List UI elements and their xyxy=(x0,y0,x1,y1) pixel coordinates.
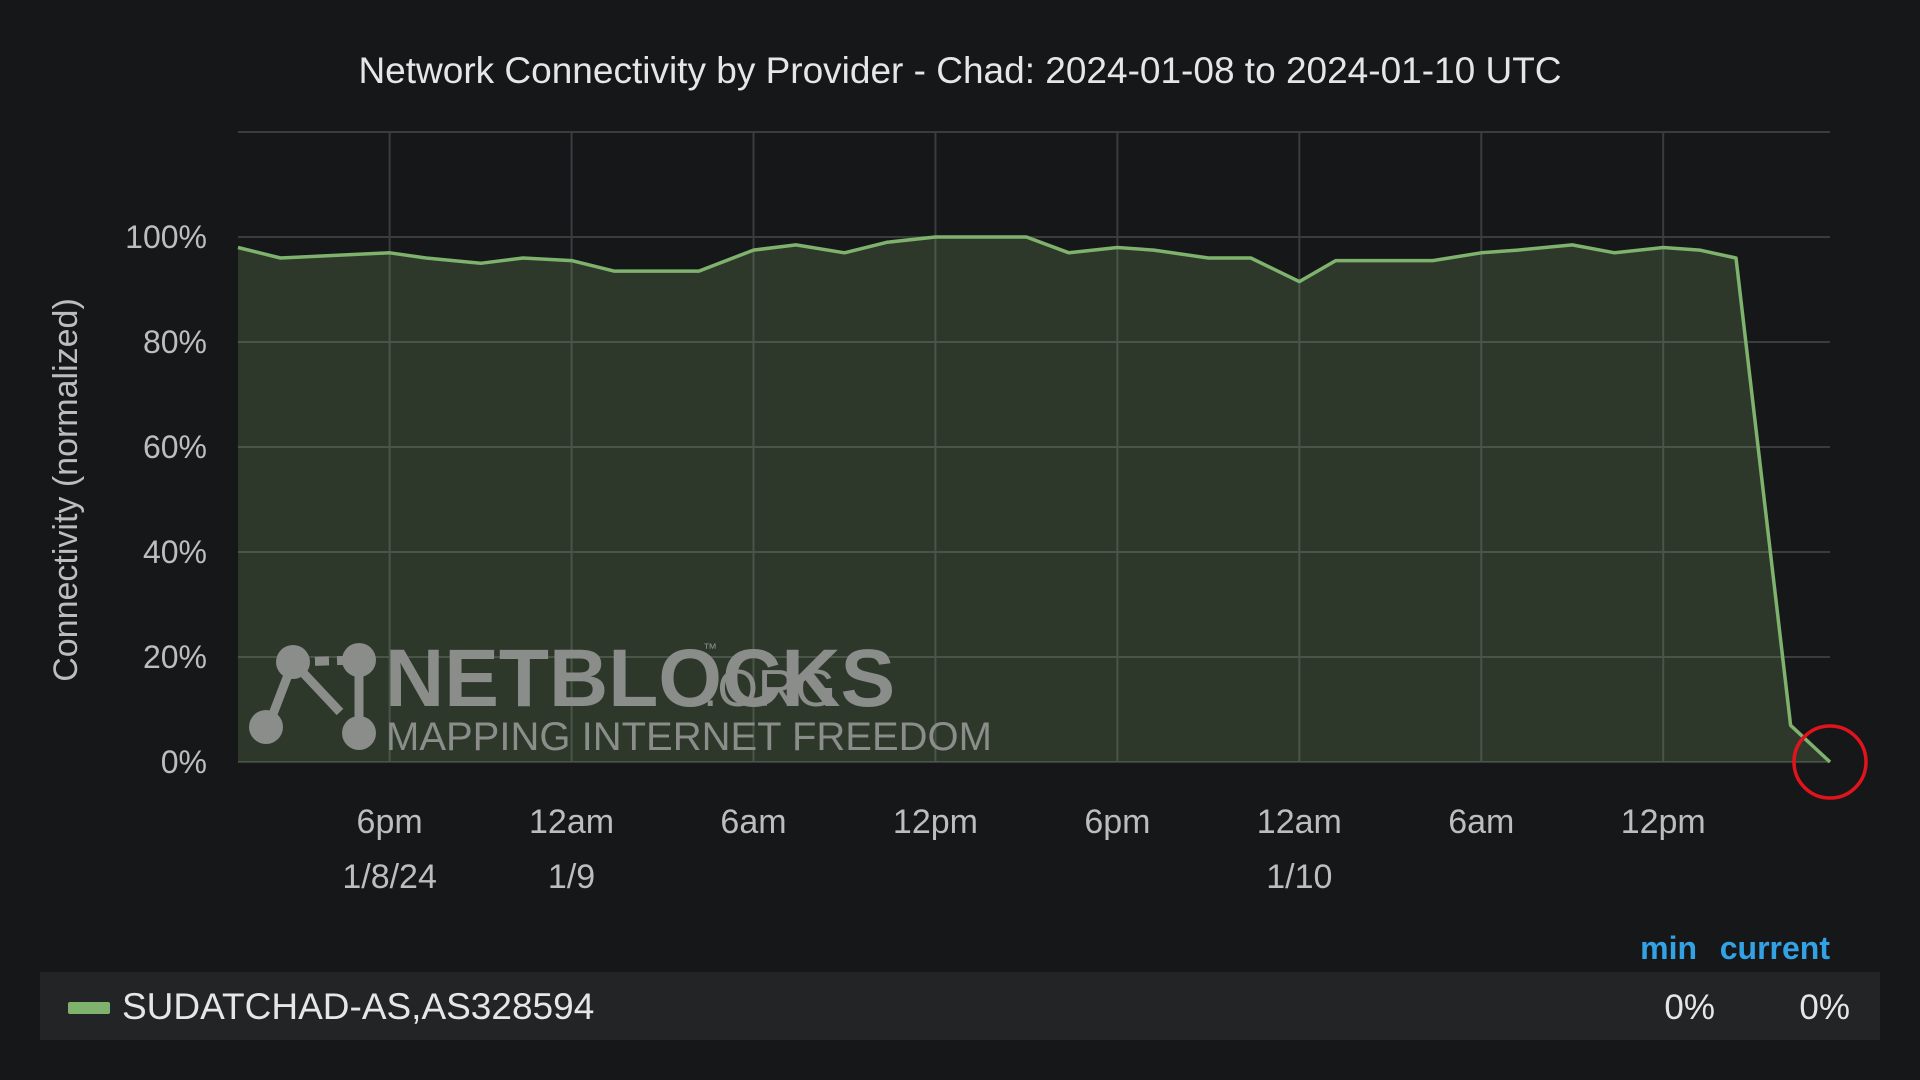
series-area xyxy=(238,237,1830,762)
x-tick-label: 6pm xyxy=(1084,803,1150,841)
y-axis-ticks: 0% 20% 40% 60% 80% 100% xyxy=(125,219,207,780)
x-tick-label: 6pm xyxy=(357,803,423,841)
legend-current-header[interactable]: current xyxy=(1719,930,1830,966)
y-tick-label: 60% xyxy=(143,429,207,465)
series-line xyxy=(237,235,1832,764)
legend-current-value: 0% xyxy=(1799,988,1850,1027)
legend-row[interactable]: SUDATCHAD-AS,AS328594 0% 0% xyxy=(40,972,1880,1040)
y-tick-label: 0% xyxy=(161,744,207,780)
y-tick-label: 100% xyxy=(125,219,207,255)
netblocks-logo-icon xyxy=(249,643,376,750)
netblocks-watermark: NETBLOCKS ™ .ORG MAPPING INTERNET FREEDO… xyxy=(249,633,992,759)
series-line-path xyxy=(237,235,1832,764)
y-tick-label: 20% xyxy=(143,639,207,675)
legend-headers: min current xyxy=(1520,930,1850,970)
highlight-circle xyxy=(1792,724,1868,800)
x-axis-ticks: 6pm 1/8/24 12am 1/9 6am 12pm 6pm 12am 1/10 6am 12p… xyxy=(342,803,1705,896)
y-tick-label: 80% xyxy=(143,324,207,360)
x-tick-sublabel: 1/9 xyxy=(548,858,595,896)
watermark-brand: NETBLOCKS xyxy=(385,633,895,724)
x-tick-label: 12pm xyxy=(1621,803,1706,841)
series-fill xyxy=(238,237,1830,762)
watermark-tm: ™ xyxy=(703,640,717,656)
chart-plot: NETBLOCKS ™ .ORG MAPPING INTERNET FREEDO… xyxy=(47,131,1868,896)
y-axis-title: Connectivity (normalized) xyxy=(47,298,85,682)
x-tick-label: 6am xyxy=(720,803,786,841)
legend-series-name[interactable]: SUDATCHAD-AS,AS328594 xyxy=(122,986,595,1027)
x-tick-label: 12pm xyxy=(893,803,978,841)
legend-color-swatch[interactable] xyxy=(68,1002,110,1014)
x-tick-label: 6am xyxy=(1448,803,1514,841)
legend-min-value: 0% xyxy=(1664,988,1715,1027)
x-tick-sublabel: 1/10 xyxy=(1266,858,1332,896)
annotations xyxy=(1792,724,1868,800)
chart-title: Network Connectivity by Provider - Chad:… xyxy=(358,50,1562,91)
x-tick-label: 12am xyxy=(529,803,614,841)
watermark-tagline: MAPPING INTERNET FREEDOM xyxy=(386,715,992,759)
watermark-tld: .ORG xyxy=(703,660,836,718)
y-tick-label: 40% xyxy=(143,534,207,570)
grid-lines xyxy=(238,131,1830,763)
x-tick-sublabel: 1/8/24 xyxy=(342,858,437,896)
x-tick-label: 12am xyxy=(1257,803,1342,841)
legend-min-header[interactable]: min xyxy=(1640,930,1697,966)
